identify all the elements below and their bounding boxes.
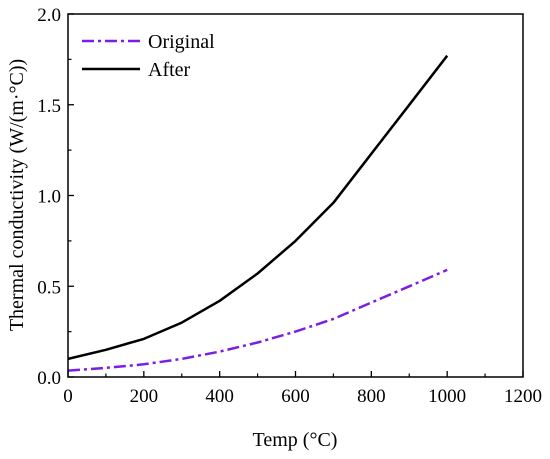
x-axis-title: Temp (°C): [253, 429, 338, 451]
y-axis-title: Thermal conductivity (W/(m·°C)): [6, 59, 28, 331]
x-tick-label: 600: [281, 386, 310, 407]
series-line-after: [67, 54, 449, 361]
x-tick-label: 800: [357, 386, 386, 407]
legend: Original After: [82, 31, 215, 81]
series-line-original: [67, 268, 448, 372]
x-tick-label: 400: [205, 386, 234, 407]
y-tick-label: 0.0: [37, 368, 61, 389]
y-tick-label: 2.0: [37, 5, 61, 26]
x-tick-label: 1000: [428, 386, 466, 407]
series-lines: [67, 54, 449, 372]
x-tick-label: 0: [63, 386, 73, 407]
y-tick-label: 1.0: [37, 187, 61, 208]
x-tick-label: 1200: [504, 386, 542, 407]
x-tick-label: 200: [130, 386, 159, 407]
plot-frame: [67, 13, 524, 378]
legend-label-after: After: [148, 59, 191, 81]
legend-label-original: Original: [148, 31, 215, 53]
y-tick-label: 0.5: [37, 277, 61, 298]
y-tick-label: 1.5: [37, 96, 61, 117]
